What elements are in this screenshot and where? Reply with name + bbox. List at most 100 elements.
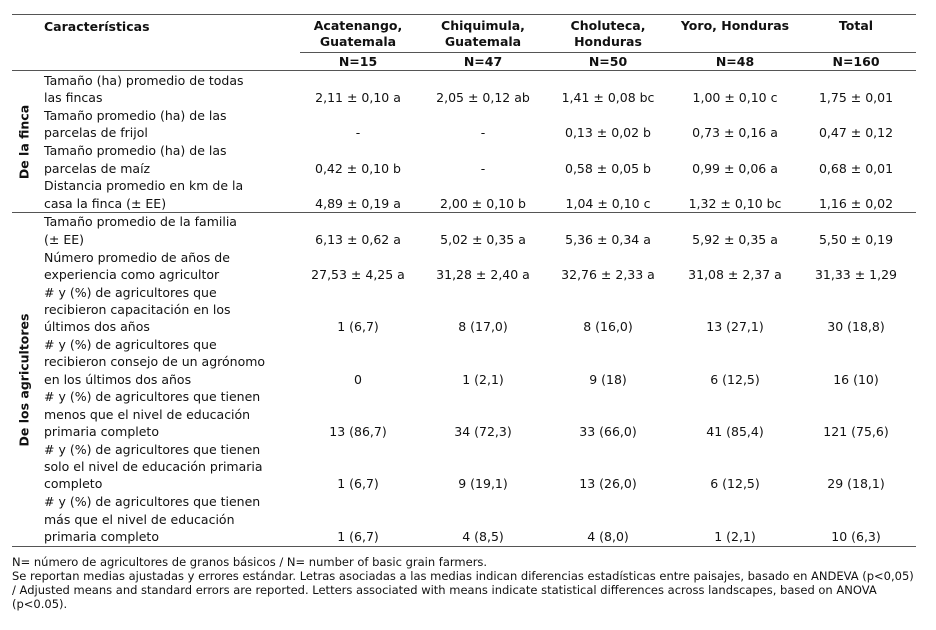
cell: 29 (18,1) — [827, 476, 885, 492]
cell: 0,68 ± 0,01 — [818, 160, 894, 176]
cell: 10 (6,3) — [831, 528, 881, 544]
cell: 6,13 ± 0,62 a — [315, 231, 401, 247]
cell: 5,36 ± 0,34 a — [565, 231, 651, 247]
cell: 27,53 ± 4,25 a — [311, 266, 405, 282]
cell: 5,50 ± 0,19 — [818, 231, 894, 247]
n-cell: N=47 — [463, 54, 503, 69]
row-label: # y (%) de agricultores que — [44, 337, 217, 352]
cell: 0,99 ± 0,06 a — [692, 160, 778, 176]
row-label: parcelas de maíz — [44, 160, 151, 176]
cell: 5,02 ± 0,35 a — [440, 231, 526, 247]
cell: 2,00 ± 0,10 b — [440, 195, 526, 211]
cell: 41 (85,4) — [706, 424, 764, 439]
n-cell: N=50 — [588, 54, 628, 69]
n-cell: N=160 — [832, 54, 880, 69]
row-label: últimos dos años — [44, 319, 150, 335]
row-label: recibieron capacitación en los — [44, 301, 231, 317]
rule — [12, 70, 916, 71]
cell: 16 (10) — [833, 371, 879, 387]
cell: 1,16 ± 0,02 — [818, 195, 894, 211]
cell: - — [480, 160, 486, 176]
row-label: primaria completo — [44, 528, 159, 544]
row-label: Tamaño (ha) promedio de todas — [44, 73, 244, 88]
row-label: experiencia como agricultor — [44, 266, 220, 282]
footnote: Se reportan medias ajustadas y errores e… — [12, 569, 914, 611]
n-cell: N=15 — [338, 54, 378, 69]
cell: 0,73 ± 0,16 a — [692, 125, 778, 141]
cell: 1 (2,1) — [714, 528, 756, 544]
cell: 31,08 ± 2,37 a — [688, 266, 782, 282]
n-cell: N=48 — [715, 54, 755, 69]
cell: 0,13 ± 0,02 b — [565, 125, 651, 141]
rule — [12, 545, 916, 547]
cell: 1,04 ± 0,10 c — [565, 195, 651, 211]
cell: 1,75 ± 0,01 — [818, 90, 894, 106]
cell: 1 (6,7) — [337, 528, 379, 544]
cell: 33 (66,0) — [579, 424, 637, 439]
row-label: más que el nivel de educación — [44, 511, 235, 527]
cell: 31,33 ± 1,29 — [814, 266, 898, 282]
cell: 1,32 ± 0,10 bc — [688, 195, 782, 211]
cell: 8 (16,0) — [583, 319, 633, 335]
cell: - — [355, 125, 361, 141]
header-cell: Yoro, Honduras — [680, 18, 790, 33]
cell: 6 (12,5) — [710, 371, 760, 387]
cell: 13 (27,1) — [706, 319, 764, 335]
cell: 31,28 ± 2,40 a — [436, 266, 530, 282]
footnote: N= número de agricultores de granos bási… — [12, 555, 488, 569]
group-label: De la finca — [16, 105, 32, 180]
cell: 1 (6,7) — [337, 476, 379, 492]
row-label: solo el nivel de educación primaria — [44, 459, 263, 475]
cell: 2,11 ± 0,10 a — [315, 90, 401, 106]
header-cell: Acatenango, Guatemala — [313, 18, 403, 49]
cell: 1 (6,7) — [337, 319, 379, 335]
row-label: # y (%) de agricultores que tienen — [44, 494, 261, 510]
cell: 1 (2,1) — [462, 371, 504, 387]
header-cell: Chiquimula, Guatemala — [441, 18, 525, 49]
rule — [12, 14, 916, 15]
cell: 1,41 ± 0,08 bc — [561, 90, 655, 106]
cell: 121 (75,6) — [823, 424, 889, 439]
row-label: Tamaño promedio (ha) de las — [44, 108, 227, 124]
row-label: # y (%) de agricultores que — [44, 284, 217, 300]
cell: 4 (8,0) — [587, 528, 629, 544]
row-label: recibieron consejo de un agrónomo — [44, 354, 266, 370]
cell: 0,47 ± 0,12 — [818, 125, 894, 141]
row-label: Distancia promedio en km de la — [44, 178, 244, 194]
cell: 4 (8,5) — [462, 528, 504, 544]
row-label: primaria completo — [44, 424, 159, 439]
cell: - — [480, 125, 486, 141]
cell: 0,58 ± 0,05 b — [565, 160, 651, 176]
rule — [300, 52, 916, 53]
row-label: menos que el nivel de educación — [44, 406, 251, 422]
row-label: # y (%) de agricultores que tienen — [44, 441, 261, 457]
cell: 9 (19,1) — [458, 476, 508, 492]
cell: 0 — [354, 371, 362, 387]
cell: 32,76 ± 2,33 a — [561, 266, 655, 282]
header-cell: Choluteca, Honduras — [570, 18, 646, 49]
cell: 4,89 ± 0,19 a — [315, 195, 401, 211]
cell: 6 (12,5) — [710, 476, 760, 492]
header-cell: Total — [838, 18, 874, 33]
row-label: completo — [44, 476, 103, 492]
group-label: De los agricultores — [16, 313, 32, 446]
row-label: Número promedio de años de — [44, 249, 230, 265]
cell: 13 (26,0) — [579, 476, 637, 492]
row-label: Tamaño promedio (ha) de las — [44, 143, 227, 159]
header-cell: Características — [44, 19, 150, 34]
cell: 13 (86,7) — [329, 424, 387, 439]
row-label: en los últimos dos años — [44, 371, 192, 387]
cell: 1,00 ± 0,10 c — [692, 90, 778, 106]
cell: 2,05 ± 0,12 ab — [436, 90, 530, 106]
cell: 0,42 ± 0,10 b — [315, 160, 401, 176]
cell: 30 (18,8) — [827, 319, 885, 335]
row-label: parcelas de frijol — [44, 125, 148, 141]
row-label: # y (%) de agricultores que tienen — [44, 389, 261, 405]
row-label: las fincas — [44, 90, 103, 106]
row-label: (± EE) — [44, 231, 84, 247]
cell: 9 (18) — [589, 371, 627, 387]
row-label: casa la finca (± EE) — [44, 195, 167, 211]
rule — [12, 212, 916, 214]
cell: 8 (17,0) — [458, 319, 508, 335]
cell: 5,92 ± 0,35 a — [692, 231, 778, 247]
